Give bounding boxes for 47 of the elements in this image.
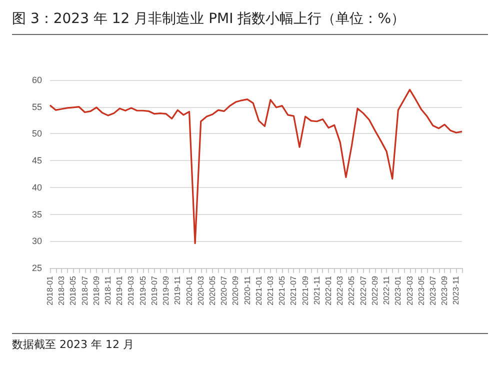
- y-tick-label: 50: [32, 128, 42, 139]
- x-tick-label: 2020-11: [242, 275, 252, 305]
- x-tick-label: 2021-01: [254, 275, 264, 306]
- x-tick-label: 2018-11: [104, 275, 113, 305]
- x-tick-label: 2022-05: [347, 275, 356, 306]
- x-tick-label: 2022-01: [324, 275, 334, 306]
- x-tick-label: 2019-05: [138, 275, 148, 306]
- x-tick-label: 2022-11: [382, 275, 392, 305]
- x-tick-label: 2020-03: [196, 275, 206, 306]
- x-tick-label: 2023-09: [440, 275, 450, 306]
- y-tick-label: 40: [32, 182, 42, 192]
- x-tick-label: 2020-09: [231, 275, 240, 306]
- y-tick-label: 30: [32, 236, 42, 246]
- x-tick-label: 2022-03: [336, 275, 345, 306]
- x-tick-label: 2021-07: [289, 275, 298, 306]
- x-tick-label: 2023-11: [452, 275, 461, 305]
- x-tick-label: 2019-07: [150, 275, 159, 306]
- x-tick-label: 2019-01: [115, 275, 124, 306]
- x-tick-label: 2023-05: [416, 275, 426, 306]
- x-tick-label: 2020-07: [220, 275, 229, 306]
- x-tick-label: 2018-01: [46, 275, 54, 306]
- line-series: [49, 88, 463, 244]
- x-tick-label: 2022-07: [358, 275, 368, 306]
- x-tick-label: 2021-03: [266, 275, 276, 306]
- y-tick-label: 60: [32, 75, 42, 85]
- x-tick-label: 2021-11: [312, 275, 322, 305]
- x-tick-label: 2019-11: [173, 275, 182, 305]
- x-tick-label: 2018-03: [57, 275, 66, 306]
- x-tick-label: 2020-01: [184, 275, 194, 306]
- chart-title: 图 3：2023 年 12 月非制造业 PMI 指数小幅上行（单位：%）: [12, 10, 488, 35]
- x-tick-label: 2020-05: [208, 275, 217, 306]
- y-tick-label: 25: [32, 263, 42, 273]
- y-tick-label: 35: [32, 209, 42, 220]
- x-tick-label: 2023-07: [428, 275, 438, 306]
- x-tick-label: 2023-03: [405, 275, 414, 306]
- x-tick-label: 2021-05: [278, 275, 287, 306]
- y-tick-label: 45: [32, 156, 42, 166]
- x-tick-label: 2019-03: [126, 275, 136, 306]
- x-tick-label: 2018-09: [92, 275, 101, 306]
- x-tick-label: 2021-09: [300, 275, 310, 306]
- x-tick-label: 2022-09: [370, 275, 380, 306]
- x-tick-label: 2019-09: [162, 275, 171, 306]
- text: 数据截至 2023 年 12 月: [12, 338, 134, 351]
- y-tick-label: 55: [32, 102, 42, 112]
- x-tick-label: 2018-07: [80, 275, 90, 306]
- x-tick-label: 2023-01: [394, 275, 403, 306]
- x-tick-label: 2018-05: [68, 275, 78, 306]
